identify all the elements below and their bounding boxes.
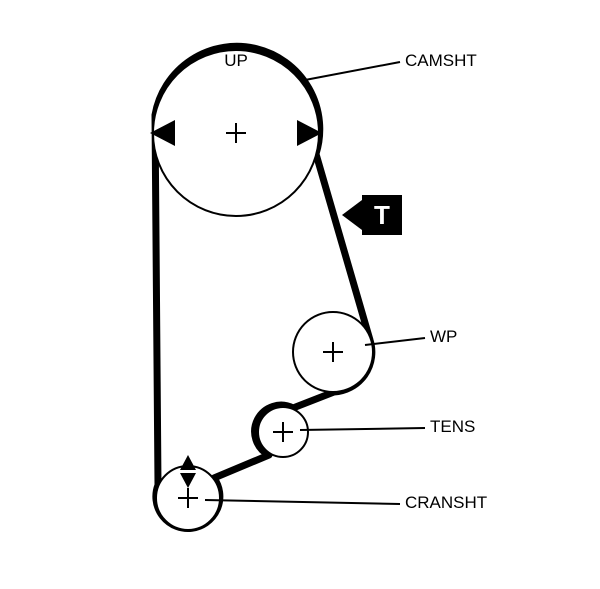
crank-arrow-top <box>180 455 196 470</box>
label-cransht: CRANSHT <box>405 493 487 512</box>
label-camsht: CAMSHT <box>405 51 477 70</box>
leader-camsht <box>305 62 400 80</box>
label-wp: WP <box>430 327 457 346</box>
t-badge-arrow <box>342 200 362 230</box>
leader-cransht <box>205 500 400 504</box>
timing-belt-diagram: T UP CAMSHT WP TENS CRANSHT <box>0 0 600 589</box>
tensioner-badge: T <box>342 195 402 235</box>
label-up: UP <box>224 51 248 70</box>
t-badge-text: T <box>374 200 390 230</box>
label-tens: TENS <box>430 417 475 436</box>
leader-tens <box>300 428 425 430</box>
